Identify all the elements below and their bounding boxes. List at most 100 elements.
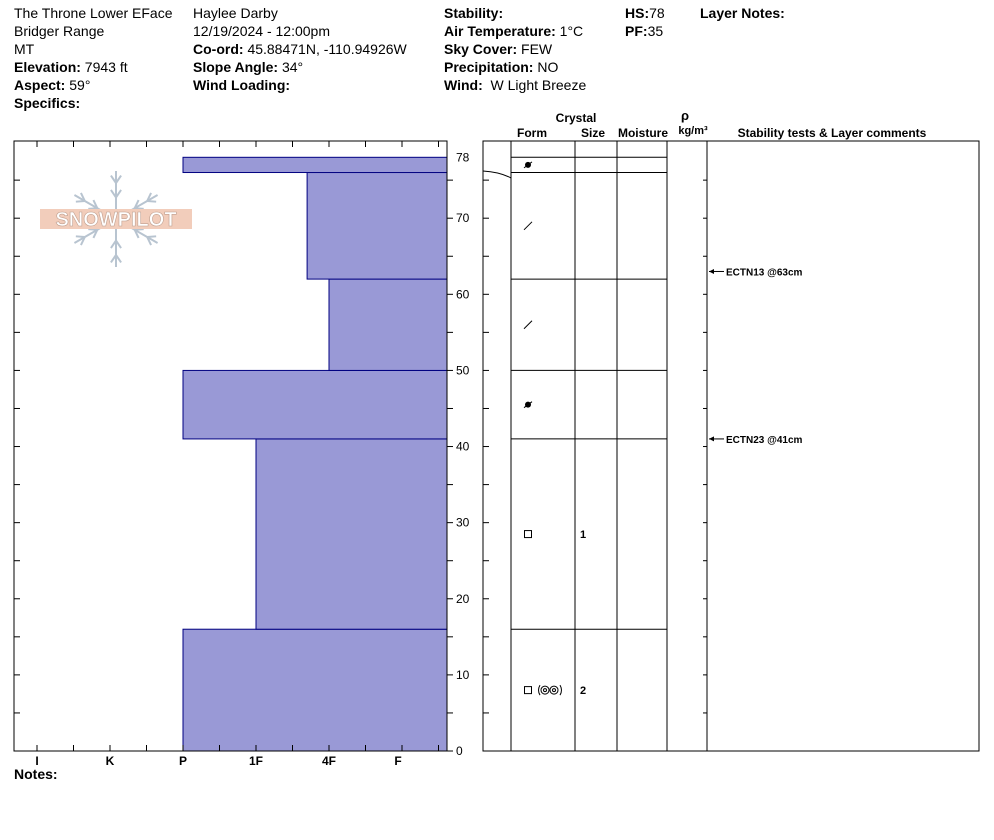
snowflake-branch [115, 175, 122, 184]
slope-row: Slope Angle: 34° [193, 58, 407, 76]
snowflake-branch [92, 229, 99, 239]
depth-tick-label: 20 [456, 592, 470, 606]
elevation-row: Elevation: 7943 ft [14, 58, 173, 76]
wind-loading-label: Wind Loading: [193, 77, 291, 93]
wind-value: W Light Breeze [490, 77, 587, 93]
depth-tick-label: 50 [456, 363, 470, 377]
moisture-header: Moisture [618, 126, 668, 140]
ring-bracket-right [559, 684, 562, 696]
snowflake-branch [147, 200, 157, 203]
depth-tick-label: 78 [456, 150, 470, 164]
stability-tests: ECTN13 @63cm ECTN23 @41cm [709, 267, 803, 446]
hardness-bars [182, 156, 448, 752]
snowpilot-logo: SNOWPILOT [40, 171, 192, 267]
snowflake-branch [75, 235, 85, 238]
hs-row: HS:78 [625, 4, 665, 22]
snowflake-branch [115, 189, 122, 198]
stability-label: Stability: [444, 5, 504, 21]
header-col-layer-notes: Layer Notes: [700, 4, 785, 22]
range-name: Bridger Range [14, 23, 105, 39]
layer-table-frame [482, 140, 980, 752]
aspect-value: 59° [69, 77, 91, 93]
rounded-grain-stroke [523, 161, 533, 169]
precip-label: Precipitation: [444, 59, 534, 75]
snowflake-branch [110, 175, 117, 184]
aspect-row: Aspect: 59° [14, 76, 173, 94]
ring-circle [549, 685, 559, 695]
specifics-row: Specifics: [14, 94, 173, 112]
stability-test-label: ECTN23 @41cm [726, 435, 803, 446]
layer-notes-row: Layer Notes: [700, 4, 785, 22]
rho-header: ρ [681, 108, 689, 123]
rounded-grain-stroke [523, 401, 533, 409]
fragment-icon [523, 320, 533, 330]
hardness-tick-label: 1F [249, 754, 263, 768]
wind-row: Wind: W Light Breeze [444, 76, 586, 94]
layer-notes-label: Layer Notes: [700, 5, 785, 21]
depth-tick-label: 10 [456, 668, 470, 682]
hardness-bar [182, 156, 448, 174]
snowflake-branch [88, 228, 98, 231]
slope-label: Slope Angle: [193, 59, 279, 75]
crystal-size-label: 2 [580, 685, 586, 697]
table-depth-ticks [483, 179, 707, 752]
air-temp-row: Air Temperature: 1°C [444, 22, 586, 40]
sky-cover-value: FEW [521, 41, 553, 57]
stability-test-label: ECTN13 @63cm [726, 267, 803, 278]
coord-label: Co-ord: [193, 41, 244, 57]
hardness-tick-label: F [394, 754, 401, 768]
depth-tick-label: 30 [456, 516, 470, 530]
precip-value: NO [537, 59, 559, 75]
density-unit-header: kg/m³ [678, 125, 708, 137]
pf-label: PF: [625, 23, 648, 39]
hardness-bar [306, 172, 448, 280]
hardness-bar [182, 369, 448, 440]
elevation-label: Elevation: [14, 59, 81, 75]
hardness-axis: I K P 1F 4F F [35, 141, 439, 768]
crystal-header: Crystal [556, 111, 597, 125]
hs-value: 78 [649, 5, 665, 21]
coord-row: Co-ord: 45.88471N, -110.94926W [193, 40, 407, 58]
pf-row: PF:35 [625, 22, 665, 40]
crystal-size-label: 1 [580, 529, 586, 541]
hardness-tick-label: 4F [322, 754, 336, 768]
snowflake-branch [146, 236, 152, 246]
depth-tick-label: 40 [456, 440, 470, 454]
hardness-bar [328, 278, 448, 371]
coord-value: 45.88471N, -110.94926W [247, 41, 407, 57]
snowflake-branch [133, 229, 140, 239]
stability-row: Stability: [444, 4, 586, 22]
comments-header: Stability tests & Layer comments [738, 126, 927, 140]
logo-banner [40, 209, 192, 229]
header-col-hs: HS:78 PF:35 [625, 4, 665, 40]
wind-label: Wind: [444, 77, 483, 93]
hardness-plot-frame [13, 140, 448, 752]
precip-row: Precipitation: NO [444, 58, 586, 76]
top-layer-connector [482, 170, 512, 179]
snowflake-branch [110, 189, 117, 198]
observer-name: Haylee Darby [193, 5, 278, 21]
hardness-tick-label: I [35, 754, 38, 768]
hs-label: HS: [625, 5, 650, 21]
header-col-conditions: Stability: Air Temperature: 1°C Sky Cove… [444, 4, 586, 94]
header-col-location: The Throne Lower EFace Bridger Range MT … [14, 4, 173, 112]
sky-cover-label: Sky Cover: [444, 41, 518, 57]
hardness-bar [255, 438, 448, 630]
depth-tick-label: 0 [456, 744, 463, 758]
air-temp-value: 1°C [559, 23, 584, 39]
sky-cover-row: Sky Cover: FEW [444, 40, 586, 58]
snowflake-branch [133, 199, 140, 209]
size-header: Size [581, 126, 605, 140]
snowflake-branch [147, 235, 157, 238]
ring-circle [540, 685, 550, 695]
elevation-value: 7943 ft [84, 59, 128, 75]
snowflake-branch [110, 240, 117, 249]
snowflake-branch [88, 207, 98, 210]
header-col-observer: Haylee Darby 12/19/2024 - 12:00pm Co-ord… [193, 4, 407, 94]
layer-boundaries [511, 156, 667, 630]
faceted-crystal-icon [524, 530, 532, 539]
location-name: The Throne Lower EFace [14, 5, 173, 21]
hardness-tick-label: K [106, 754, 115, 768]
form-header: Form [517, 126, 547, 140]
